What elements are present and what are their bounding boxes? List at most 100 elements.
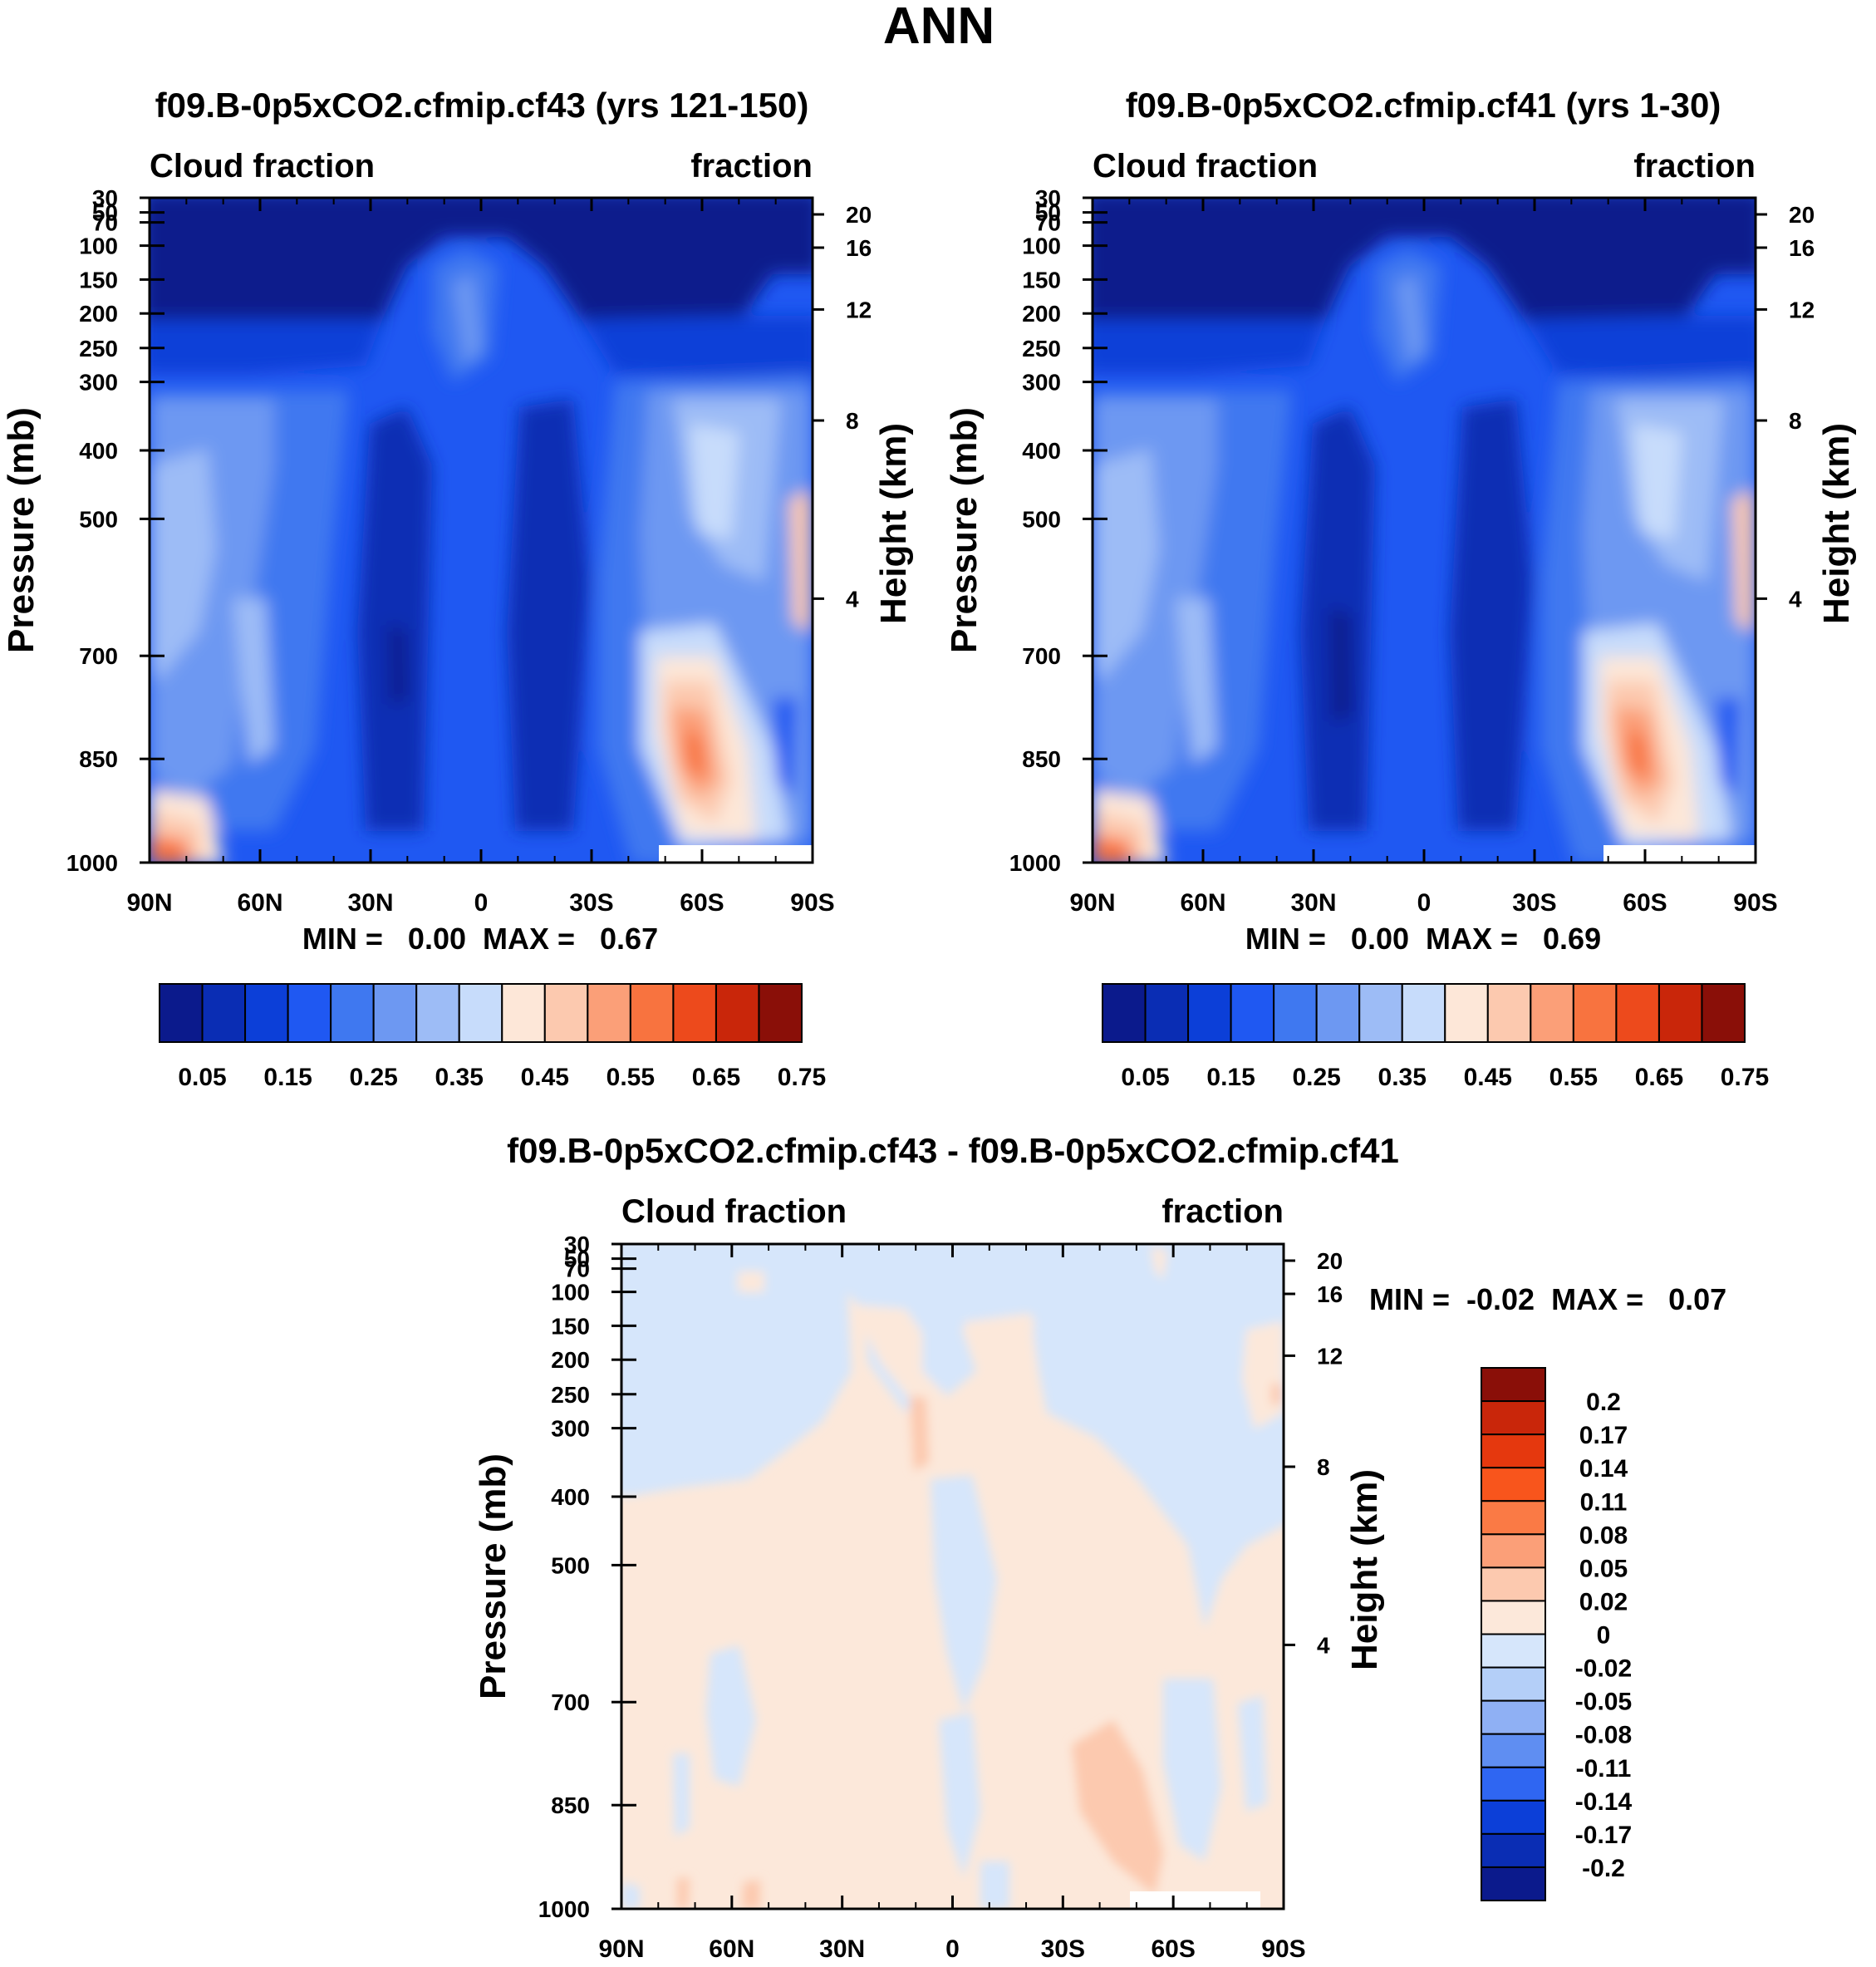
y-tick-label: 700 [551,1689,590,1715]
colorbar-label: -0.08 [1575,1722,1632,1749]
panel-3-colorbar: 0.2 0.17 0.14 0.11 0.08 0.05 0.02 0 -0.02 -0.05 -0… [1481,1367,1632,1901]
panel-2-title: f09.B-0p5xCO2.cfmip.cf41 (yrs 1-30) [1126,86,1721,125]
panel-2: f09.B-0p5xCO2.cfmip.cf41 (yrs 1-30) Clou… [944,86,1857,1091]
y2-axis-label: Height (km) [1816,423,1857,624]
panel-2-left-label: Cloud fraction [1093,148,1318,184]
x-tick-label: 60N [237,889,282,917]
colorbar-swatch [458,983,503,1043]
colorbar-swatch [1401,983,1446,1043]
y2-tick-label: 4 [846,586,859,612]
colorbar-label: 0.25 [1292,1064,1340,1091]
panel-1-left-label: Cloud fraction [150,148,375,184]
panel-3: f09.B-0p5xCO2.cfmip.cf43 - f09.B-0p5xCO2… [473,1131,1726,1963]
panel-2-colorbar: 0.05 0.15 0.25 0.35 0.45 0.55 0.65 0.75 [1102,983,1769,1091]
colorbar-label: -0.02 [1575,1655,1632,1683]
y-tick-label: 30 [564,1232,590,1257]
colorbar-swatch [543,983,589,1043]
y2-tick-label: 20 [1789,202,1815,228]
figure-title: ANN [883,0,994,55]
y-tick-label: 1000 [1009,850,1061,876]
colorbar-label: 0.55 [607,1064,655,1091]
colorbar-swatch [1481,1600,1546,1635]
colorbar-swatch [1481,1533,1546,1569]
colorbar-swatch [1481,1433,1546,1469]
colorbar-label: 0.35 [435,1064,484,1091]
colorbar-label: 0.05 [178,1064,226,1091]
y-tick-label: 150 [79,267,118,293]
colorbar-swatch [1481,1467,1546,1502]
colorbar-swatch [1481,1400,1546,1436]
y-tick-label: 100 [1022,234,1061,259]
colorbar-swatch [415,983,460,1043]
y-tick-label: 250 [551,1382,590,1408]
panel-3-field [621,1244,1284,1909]
y2-axis-label: Height (km) [873,423,914,624]
y-tick-label: 850 [79,746,118,772]
y-tick-label: 400 [79,438,118,464]
colorbar-swatch [1481,1633,1546,1669]
colorbar-swatch [1657,983,1703,1043]
panel-3-left-label: Cloud fraction [621,1193,847,1230]
colorbar-label: 0.65 [692,1064,740,1091]
colorbar-swatch [1481,1733,1546,1768]
colorbar-label: 0.15 [1206,1064,1255,1091]
y2-tick-label: 12 [846,297,872,322]
colorbar-label: 0.45 [1464,1064,1512,1091]
x-tick-label: 30N [819,1935,865,1963]
colorbar-swatch [1273,983,1318,1043]
colorbar-swatch [201,983,247,1043]
colorbar-swatch [715,983,760,1043]
colorbar-label: 0.45 [521,1064,569,1091]
colorbar-swatch [1444,983,1489,1043]
x-tick-label: 0 [474,889,489,917]
colorbar-swatch [330,983,375,1043]
y-tick-label: 300 [79,370,118,396]
y-tick-label: 70 [1035,210,1061,236]
x-tick-label: 30N [347,889,393,917]
colorbar-label: -0.05 [1575,1689,1632,1716]
y2-tick-label: 8 [1789,408,1802,434]
panel-2-right-label: fraction [1633,148,1756,184]
panel-1-title: f09.B-0p5xCO2.cfmip.cf43 (yrs 121-150) [155,86,809,125]
colorbar-swatch [287,983,332,1043]
colorbar-label: 0.08 [1579,1522,1628,1549]
y-tick-label: 50 [92,200,118,226]
colorbar-swatch [1315,983,1361,1043]
panel-3-right-label: fraction [1161,1193,1284,1230]
colorbar-label: -0.17 [1575,1822,1632,1849]
colorbar-label: 0.15 [263,1064,312,1091]
x-tick-label: 90N [598,1935,644,1963]
y-tick-label: 850 [1022,746,1061,772]
y2-tick-label: 8 [846,408,859,434]
y-tick-label: 30 [1035,185,1061,211]
colorbar-label: 0.05 [1121,1064,1169,1091]
y-tick-label: 100 [79,234,118,259]
colorbar-label: 0.55 [1549,1064,1598,1091]
y-axis-label: Pressure (mb) [944,407,985,653]
colorbar-swatch [1230,983,1275,1043]
panel-2-stats: MIN = 0.00 MAX = 0.69 [1245,922,1601,956]
x-tick-label: 60S [1623,889,1667,917]
panel-1-right-label: fraction [690,148,813,184]
x-tick-label: 90N [126,889,172,917]
colorbar-label: 0.65 [1635,1064,1683,1091]
y-tick-label: 400 [551,1484,590,1510]
colorbar-swatch [1481,1766,1546,1802]
colorbar-swatch [1481,1832,1546,1868]
colorbar-swatch [1481,1500,1546,1536]
colorbar-swatch [501,983,546,1043]
y2-tick-label: 16 [1789,235,1815,261]
colorbar-swatch [672,983,717,1043]
y2-axis-label: Height (km) [1344,1469,1385,1670]
y-tick-label: 500 [79,506,118,532]
y2-tick-label: 16 [846,235,872,261]
colorbar-label: -0.11 [1576,1755,1632,1783]
y-tick-label: 850 [551,1792,590,1818]
y-tick-label: 700 [1022,643,1061,669]
colorbar-swatch [1481,1799,1546,1835]
panel-3-stats: MIN = -0.02 MAX = 0.07 [1369,1282,1726,1316]
colorbar-swatch [244,983,289,1043]
